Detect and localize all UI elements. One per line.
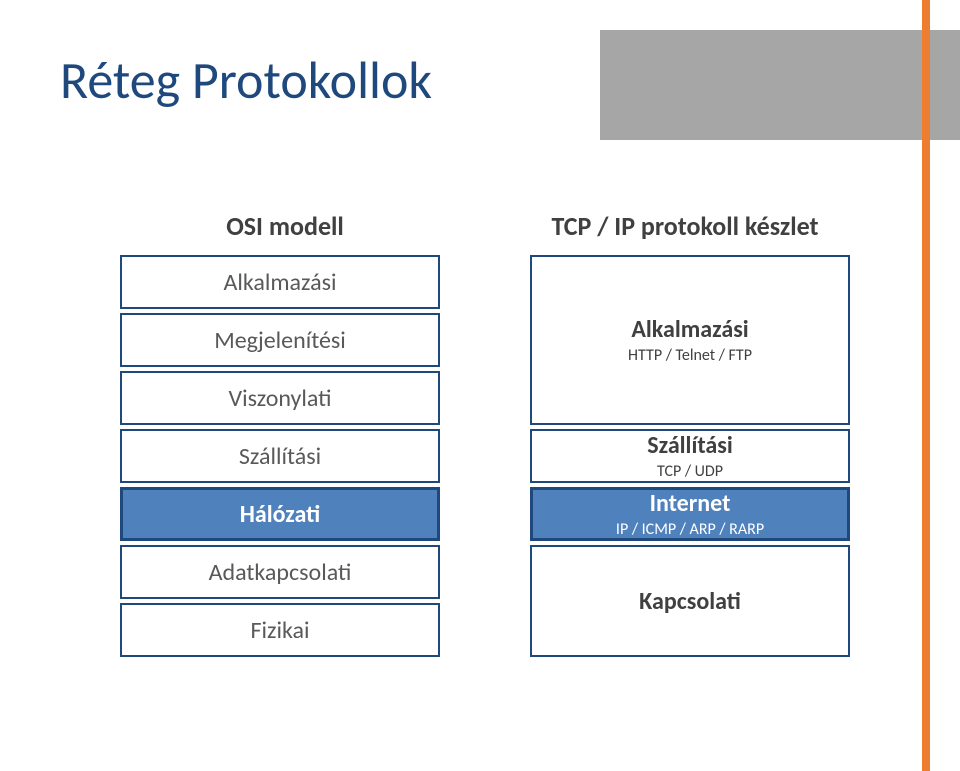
tcp-layer-label: Kapcsolati	[639, 587, 741, 616]
tcp-layer-1: Szállítási TCP / UDP	[530, 429, 850, 483]
osi-layer-5: Adatkapcsolati	[120, 545, 440, 599]
tcp-layer-3: Kapcsolati	[530, 545, 850, 657]
osi-layer-label: Alkalmazási	[223, 268, 336, 297]
tcp-layer-label: Alkalmazási	[631, 315, 748, 344]
osi-layer-2: Viszonylati	[120, 371, 440, 425]
osi-layer-label: Adatkapcsolati	[209, 558, 352, 587]
right-accent-bar	[922, 0, 930, 771]
osi-layer-3: Szállítási	[120, 429, 440, 483]
osi-column-title: OSI modell	[135, 210, 435, 242]
tcp-layer-0: Alkalmazási HTTP / Telnet / FTP	[530, 255, 850, 425]
osi-layer-0: Alkalmazási	[120, 255, 440, 309]
osi-layer-label: Hálózati	[240, 500, 320, 529]
osi-layer-label: Viszonylati	[228, 384, 331, 413]
tcp-layer-sublabel: TCP / UDP	[657, 462, 723, 481]
page: Réteg Protokollok OSI modell TCP / IP pr…	[0, 0, 960, 771]
osi-layer-6: Fizikai	[120, 603, 440, 657]
osi-layer-label: Fizikai	[250, 616, 309, 645]
tcp-layer-2: Internet IP / ICMP / ARP / RARP	[530, 487, 850, 541]
tcp-layer-label: Szállítási	[647, 431, 733, 460]
tcp-layer-label: Internet	[650, 489, 731, 518]
title-box: Réteg Protokollok	[0, 10, 600, 150]
osi-layer-4: Hálózati	[120, 487, 440, 541]
tcp-layer-sublabel: IP / ICMP / ARP / RARP	[616, 520, 764, 539]
osi-layer-1: Megjelenítési	[120, 313, 440, 367]
osi-layer-label: Szállítási	[239, 442, 321, 471]
tcp-layer-sublabel: HTTP / Telnet / FTP	[628, 346, 752, 365]
osi-layer-label: Megjelenítési	[214, 326, 346, 355]
page-title: Réteg Protokollok	[60, 48, 432, 112]
tcp-column-title: TCP / IP protokoll készlet	[535, 210, 835, 242]
